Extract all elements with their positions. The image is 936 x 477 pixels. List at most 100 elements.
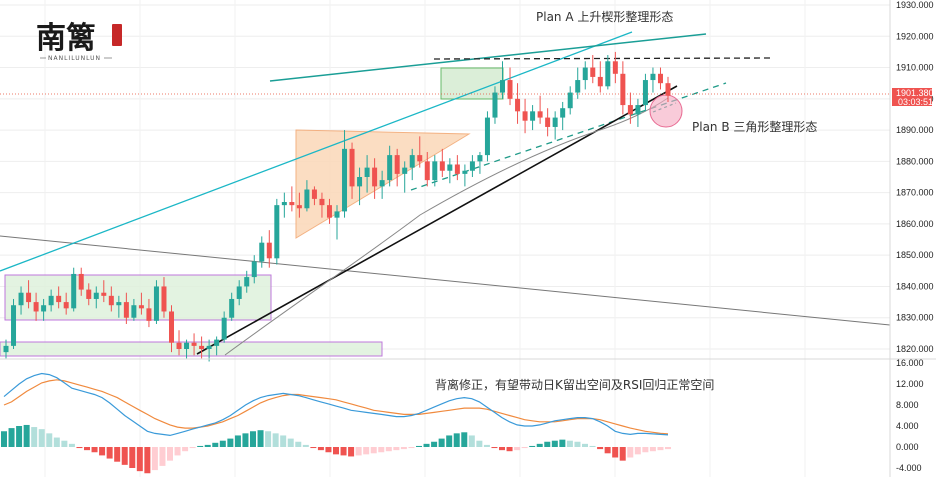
candle-body <box>432 161 438 181</box>
macd-line <box>3 372 669 437</box>
macd-histogram-bar <box>31 427 38 447</box>
candle-body <box>116 302 122 306</box>
macd-histogram-bar <box>46 433 53 447</box>
candle-body <box>138 305 144 309</box>
macd-histogram-bar <box>348 447 355 457</box>
candle-body <box>71 273 77 309</box>
candle-body <box>281 202 287 206</box>
candle-body <box>48 295 54 306</box>
macd-histogram-bar <box>189 447 196 449</box>
macd-histogram-bar <box>491 447 498 449</box>
macd-histogram-bar <box>310 447 317 449</box>
macd-histogram-bar <box>649 447 656 452</box>
macd-histogram-bar <box>582 443 588 447</box>
macd-histogram-bar <box>453 433 460 447</box>
logo-text-cn: 南篱 <box>36 21 96 56</box>
resistance-dashed-line <box>433 57 771 60</box>
macd-histogram-bar <box>287 438 294 447</box>
price-tick-label: 1820.000 <box>896 344 934 354</box>
macd-histogram-bar <box>370 447 377 454</box>
macd-note-label: 背离修正，有望带动日K留出空间及RSI回归正常空间 <box>435 377 714 392</box>
candle-body <box>304 189 310 209</box>
macd-histogram-bar <box>204 444 211 447</box>
indicator-axis: 16.000 12.000 8.000 4.000 0.000 -4.000 <box>896 358 924 473</box>
macd-histogram-bar <box>61 440 68 447</box>
macd-histogram-bar <box>23 424 30 447</box>
candle-body <box>274 205 280 259</box>
candle-body <box>191 342 197 346</box>
candle-body <box>3 345 9 353</box>
macd-histogram-bar <box>38 429 45 447</box>
candle-body <box>469 161 475 171</box>
macd-histogram-bar <box>642 447 649 453</box>
candle-body <box>507 80 513 99</box>
macd-histogram-bar <box>378 447 385 453</box>
candle-body <box>364 167 370 177</box>
wedge-upper-line <box>269 33 707 82</box>
macd-histogram-bar <box>129 447 136 468</box>
candle-body <box>447 164 453 171</box>
macd-histogram-bar <box>559 439 566 447</box>
macd-histogram-bar <box>114 447 121 462</box>
macd-histogram-bar <box>612 447 619 458</box>
macd-histogram-bar <box>574 441 581 447</box>
candle-body <box>334 211 340 218</box>
candle-body <box>342 148 348 212</box>
macd-histogram-bar <box>634 447 641 455</box>
candle-body <box>41 305 47 312</box>
candle-body <box>176 342 182 349</box>
price-tick-label: 1840.000 <box>896 281 934 291</box>
candle-body <box>296 205 302 209</box>
macd-histogram-bar <box>197 445 204 447</box>
candle-body <box>131 305 137 318</box>
logo-text-en: NANLILUNLUN <box>48 55 101 62</box>
highlight-circle <box>649 94 683 128</box>
macd-signal-line <box>3 379 669 435</box>
candle-body <box>402 167 408 174</box>
candle-body <box>93 292 99 299</box>
macd-histogram-bar <box>423 443 430 447</box>
candle-body <box>379 180 385 187</box>
candle-body <box>515 98 521 112</box>
macd-histogram-bar <box>385 447 392 452</box>
indicator-tick-label: 4.000 <box>896 421 919 431</box>
macd-histogram-bar <box>167 447 173 461</box>
candle-body <box>161 286 167 312</box>
candle-body <box>567 92 573 109</box>
macd-histogram-bar <box>91 447 98 453</box>
candle-body <box>349 148 355 187</box>
price-tick-label: 1860.000 <box>896 219 934 229</box>
wedge-lower-line <box>0 31 633 272</box>
macd-histogram-bar <box>174 447 181 456</box>
candle-body <box>439 161 445 171</box>
candle-body <box>357 177 363 187</box>
logo-seal-icon <box>112 24 122 46</box>
candle-body <box>26 292 32 303</box>
candle-body <box>394 155 400 174</box>
macd-histogram-bar <box>604 447 611 454</box>
price-tick-label: 1850.000 <box>896 250 934 260</box>
indicator-tick-label: 8.000 <box>896 400 919 410</box>
candle-body <box>627 105 633 115</box>
macd-histogram-bar <box>551 440 558 447</box>
macd-histogram-bar <box>665 447 671 450</box>
current-price-tag: 1901.380 03:03:51 <box>892 88 934 107</box>
candle-body <box>18 292 24 306</box>
macd-histogram-bar <box>265 431 272 447</box>
candle-body <box>33 302 39 312</box>
candlestick-series <box>3 51 671 362</box>
candle-body <box>86 289 92 299</box>
macd-histogram-bar <box>242 433 249 447</box>
macd-histogram-bar <box>16 426 23 447</box>
macd-histogram-bar <box>212 442 219 447</box>
candle-body <box>387 155 393 181</box>
price-axis: 1930.0001920.0001910.0001900.0001890.000… <box>896 0 934 354</box>
macd-histogram-bar <box>619 447 626 461</box>
indicator-tick-label: -4.000 <box>896 463 922 473</box>
indicator-tick-label: 12.000 <box>896 379 924 389</box>
macd-histogram-bar <box>363 447 370 455</box>
candle-body <box>146 308 152 321</box>
macd-histogram-bar <box>416 445 422 447</box>
macd-histogram-bar <box>340 447 347 456</box>
